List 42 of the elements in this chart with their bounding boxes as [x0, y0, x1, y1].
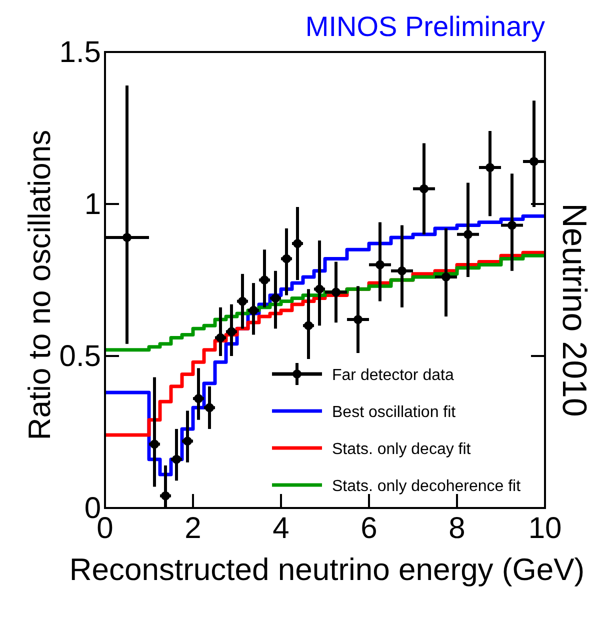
text: MINOS Preliminary — [305, 11, 545, 42]
x-tick-label: 6 — [360, 512, 378, 545]
legend-label: Stats. only decay fit — [332, 441, 472, 458]
point — [194, 394, 203, 404]
x-tick-label: 2 — [184, 512, 202, 545]
legend-label: Far detector data — [332, 367, 454, 384]
point — [508, 220, 516, 230]
point — [530, 156, 538, 166]
point — [271, 294, 280, 303]
point — [304, 321, 313, 330]
point — [227, 327, 236, 336]
y-tick-label: 0.5 — [59, 340, 101, 373]
point — [161, 491, 170, 500]
x-axis-title: Reconstructed neutrino energy (GeV) — [69, 552, 585, 587]
point — [420, 184, 428, 194]
x-tick-label: 4 — [272, 512, 290, 545]
text: Neutrino 2010 — [555, 203, 593, 417]
point — [249, 306, 258, 315]
point — [376, 260, 384, 270]
legend-label: Best oscillation fit — [332, 404, 456, 421]
point — [354, 315, 362, 324]
point — [216, 333, 225, 342]
point — [486, 163, 494, 172]
point — [122, 232, 132, 242]
point — [282, 254, 291, 264]
point — [442, 272, 450, 282]
y-tick-label: 1 — [84, 188, 101, 221]
legend-label: Stats. only decoherence fit — [332, 478, 522, 495]
point — [293, 239, 302, 248]
point — [464, 230, 472, 239]
y-axis-title: Ratio to no oscillations — [22, 130, 57, 440]
x-tick-label: 10 — [528, 512, 562, 545]
y-tick-label: 1.5 — [59, 36, 101, 69]
point — [183, 436, 192, 446]
point — [332, 288, 340, 297]
x-tick-label: 8 — [448, 512, 466, 545]
point — [398, 266, 406, 276]
point — [260, 276, 269, 284]
point — [238, 296, 247, 306]
point — [205, 403, 214, 412]
point — [172, 454, 181, 464]
point — [150, 440, 159, 449]
